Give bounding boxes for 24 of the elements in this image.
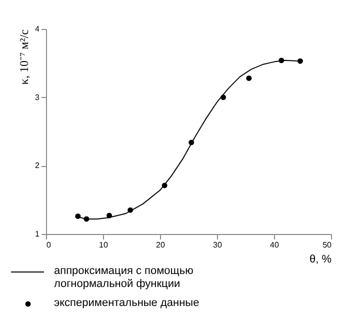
x-tick-label: 50 xyxy=(322,240,332,250)
legend-label: аппроксимация с помощью логнормальной функции xyxy=(54,265,194,290)
x-tick-label: 40 xyxy=(270,240,280,250)
y-tick-label: 4 xyxy=(35,24,40,34)
point xyxy=(162,182,168,188)
y-tick-label: 2 xyxy=(35,161,40,170)
point xyxy=(220,94,226,100)
x-tick-label: 10 xyxy=(99,240,108,250)
point xyxy=(188,140,194,146)
x-tick-label: 30 xyxy=(213,240,222,250)
y-tick-label: 3 xyxy=(35,92,40,102)
point xyxy=(106,212,112,218)
point xyxy=(278,58,284,64)
legend-label: экспериментальные данные xyxy=(54,297,200,309)
point xyxy=(246,75,252,81)
y-axis-title: κ, 10⁻⁷ м²/с xyxy=(17,30,32,85)
x-axis-title: θ, % xyxy=(309,254,332,266)
point xyxy=(84,216,90,222)
x-tick-label: 20 xyxy=(156,240,166,250)
point xyxy=(128,207,134,213)
point xyxy=(297,58,303,64)
x-tick-label: 0 xyxy=(46,240,52,250)
point xyxy=(75,214,81,219)
y-tick-label: 1 xyxy=(35,230,40,238)
